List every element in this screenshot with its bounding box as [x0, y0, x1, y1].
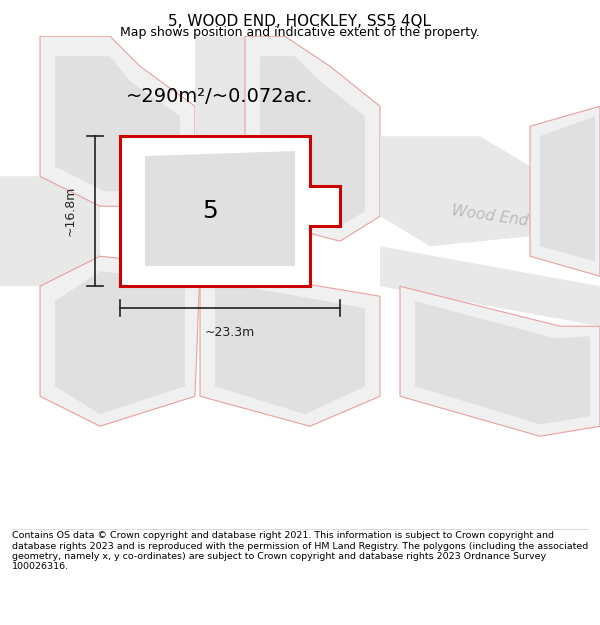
Polygon shape [55, 56, 180, 191]
Polygon shape [540, 116, 595, 261]
Text: ~16.8m: ~16.8m [64, 186, 77, 236]
Text: Contains OS data © Crown copyright and database right 2021. This information is : Contains OS data © Crown copyright and d… [12, 531, 588, 571]
Polygon shape [55, 271, 185, 414]
Text: ~290m²/~0.072ac.: ~290m²/~0.072ac. [126, 87, 314, 106]
Text: Map shows position and indicative extent of the property.: Map shows position and indicative extent… [120, 26, 480, 39]
Polygon shape [120, 136, 340, 286]
Polygon shape [415, 301, 590, 424]
Polygon shape [40, 36, 195, 206]
Polygon shape [0, 176, 100, 286]
Text: 5, WOOD END, HOCKLEY, SS5 4QL: 5, WOOD END, HOCKLEY, SS5 4QL [169, 14, 431, 29]
Polygon shape [200, 266, 380, 426]
Polygon shape [380, 136, 530, 246]
Text: Wood End: Wood End [451, 204, 529, 229]
Polygon shape [195, 36, 245, 216]
Polygon shape [260, 56, 365, 226]
Polygon shape [530, 106, 600, 276]
Polygon shape [40, 256, 200, 426]
Text: ~23.3m: ~23.3m [205, 326, 255, 339]
Polygon shape [145, 151, 295, 266]
Polygon shape [245, 36, 380, 241]
Polygon shape [380, 246, 600, 326]
Polygon shape [215, 281, 365, 414]
Text: 5: 5 [202, 199, 218, 223]
Polygon shape [400, 286, 600, 436]
